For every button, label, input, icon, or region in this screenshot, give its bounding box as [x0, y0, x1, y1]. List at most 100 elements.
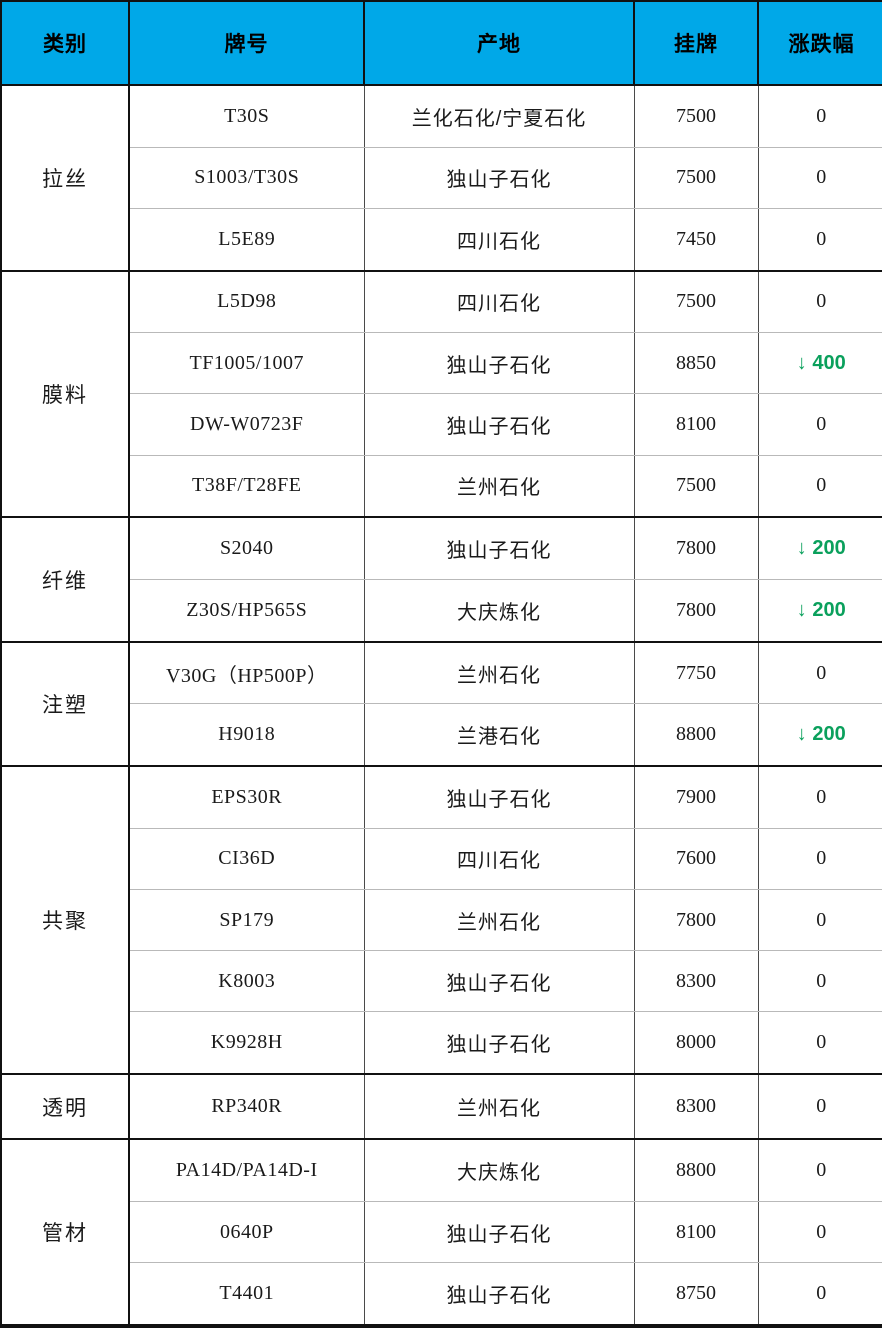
- origin-cell: 独山子石化: [364, 147, 635, 209]
- origin-cell: 独山子石化: [364, 1262, 635, 1327]
- change-cell-down: ↓ 400: [758, 332, 882, 395]
- table-body: 拉丝 T30S 兰化石化/宁夏石化 7500 0 S1003/T30S 独山子石化 7500 0…: [2, 85, 882, 1327]
- change-cell-flat: 0: [758, 828, 882, 891]
- origin-cell: 独山子石化: [364, 517, 635, 581]
- table-row: 注塑 V30G（HP500P） 兰州石化 7750 0: [2, 641, 882, 768]
- origin-cell: 兰港石化: [364, 703, 635, 768]
- category-cell: 透明: [2, 1074, 130, 1141]
- price-cell: 8300: [634, 950, 759, 1013]
- change-cell-flat: 0: [758, 393, 882, 456]
- table-row: 共聚 EPS30R 独山子石化 7900 0: [2, 766, 882, 1076]
- grade-cell: SP179: [129, 889, 365, 952]
- origin-cell: 独山子石化: [364, 393, 635, 456]
- table-row: CI36D 四川石化 7600 0: [2, 828, 882, 891]
- price-cell: 8850: [634, 332, 759, 395]
- price-cell: 7450: [634, 208, 759, 272]
- category-cell: 共聚: [2, 766, 130, 1076]
- origin-cell: 独山子石化: [364, 1011, 635, 1076]
- change-cell-flat: 0: [758, 455, 882, 519]
- origin-cell: 兰州石化: [364, 641, 635, 705]
- category-cell: 膜料: [2, 270, 130, 519]
- price-cell: 7500: [634, 455, 759, 519]
- origin-cell: 兰州石化: [364, 889, 635, 952]
- grade-cell: S2040: [129, 517, 365, 581]
- table-row: 拉丝 T30S 兰化石化/宁夏石化 7500 0: [2, 85, 882, 272]
- price-cell: 7800: [634, 889, 759, 952]
- origin-cell: 大庆炼化: [364, 579, 635, 643]
- change-cell-flat: 0: [758, 1262, 882, 1327]
- table-row: K8003 独山子石化 8300 0: [2, 950, 882, 1013]
- grade-cell: K8003: [129, 950, 365, 1013]
- grade-cell: CI36D: [129, 828, 365, 891]
- change-cell-flat: 0: [758, 1074, 882, 1141]
- table-row: 0640P 独山子石化 8100 0: [2, 1201, 882, 1264]
- grade-cell: DW-W0723F: [129, 393, 365, 456]
- price-cell: 7600: [634, 828, 759, 891]
- table-row: L5E89 四川石化 7450 0: [2, 208, 882, 272]
- change-cell-flat: 0: [758, 950, 882, 1013]
- grade-cell: PA14D/PA14D-I: [129, 1139, 365, 1203]
- change-cell-flat: 0: [758, 766, 882, 829]
- change-cell-flat: 0: [758, 1011, 882, 1076]
- grade-cell: L5E89: [129, 208, 365, 272]
- table-row: K9928H 独山子石化 8000 0: [2, 1011, 882, 1076]
- category-cell: 拉丝: [2, 85, 130, 272]
- category-cell: 管材: [2, 1139, 130, 1326]
- origin-cell: 独山子石化: [364, 950, 635, 1013]
- price-cell: 8300: [634, 1074, 759, 1141]
- grade-cell: TF1005/1007: [129, 332, 365, 395]
- grade-cell: T30S: [129, 85, 365, 148]
- price-cell: 7900: [634, 766, 759, 829]
- grade-cell: S1003/T30S: [129, 147, 365, 209]
- table-row: TF1005/1007 独山子石化 8850 ↓ 400: [2, 332, 882, 395]
- grade-cell: RP340R: [129, 1074, 365, 1141]
- grade-cell: V30G（HP500P）: [129, 641, 365, 705]
- price-cell: 7500: [634, 147, 759, 209]
- origin-cell: 大庆炼化: [364, 1139, 635, 1203]
- price-cell: 7800: [634, 517, 759, 581]
- column-header-price: 挂牌: [634, 2, 759, 86]
- origin-cell: 兰州石化: [364, 1074, 635, 1141]
- category-cell: 注塑: [2, 641, 130, 768]
- grade-cell: K9928H: [129, 1011, 365, 1076]
- change-cell-flat: 0: [758, 85, 882, 148]
- table-row: Z30S/HP565S 大庆炼化 7800 ↓ 200: [2, 579, 882, 643]
- price-cell: 8100: [634, 393, 759, 456]
- grade-cell: T38F/T28FE: [129, 455, 365, 519]
- column-header-change: 涨跌幅: [758, 2, 882, 86]
- change-cell-down: ↓ 200: [758, 517, 882, 581]
- origin-cell: 四川石化: [364, 828, 635, 891]
- change-cell-flat: 0: [758, 641, 882, 705]
- table-row: S1003/T30S 独山子石化 7500 0: [2, 147, 882, 209]
- origin-cell: 独山子石化: [364, 1201, 635, 1264]
- table-row: 管材 PA14D/PA14D-I 大庆炼化 8800 0: [2, 1139, 882, 1326]
- grade-cell: EPS30R: [129, 766, 365, 829]
- change-cell-flat: 0: [758, 1139, 882, 1203]
- change-cell-flat: 0: [758, 208, 882, 272]
- grade-cell: Z30S/HP565S: [129, 579, 365, 643]
- column-header-origin: 产地: [364, 2, 635, 86]
- change-cell-down: ↓ 200: [758, 703, 882, 768]
- price-cell: 8800: [634, 703, 759, 768]
- price-cell: 8750: [634, 1262, 759, 1327]
- table-row: H9018 兰港石化 8800 ↓ 200: [2, 703, 882, 768]
- change-cell-flat: 0: [758, 147, 882, 209]
- grade-cell: H9018: [129, 703, 365, 768]
- origin-cell: 兰化石化/宁夏石化: [364, 85, 635, 148]
- change-cell-flat: 0: [758, 889, 882, 952]
- price-cell: 7750: [634, 641, 759, 705]
- origin-cell: 独山子石化: [364, 766, 635, 829]
- header-row: 类别 牌号 产地 挂牌 涨跌幅: [2, 2, 882, 86]
- change-cell-down: ↓ 200: [758, 579, 882, 643]
- grade-cell: L5D98: [129, 270, 365, 334]
- table-row: T38F/T28FE 兰州石化 7500 0: [2, 455, 882, 519]
- table-row: DW-W0723F 独山子石化 8100 0: [2, 393, 882, 456]
- price-cell: 7800: [634, 579, 759, 643]
- price-cell: 8800: [634, 1139, 759, 1203]
- change-cell-flat: 0: [758, 1201, 882, 1264]
- column-header-category: 类别: [2, 2, 130, 86]
- table-row: SP179 兰州石化 7800 0: [2, 889, 882, 952]
- table-row: T4401 独山子石化 8750 0: [2, 1262, 882, 1327]
